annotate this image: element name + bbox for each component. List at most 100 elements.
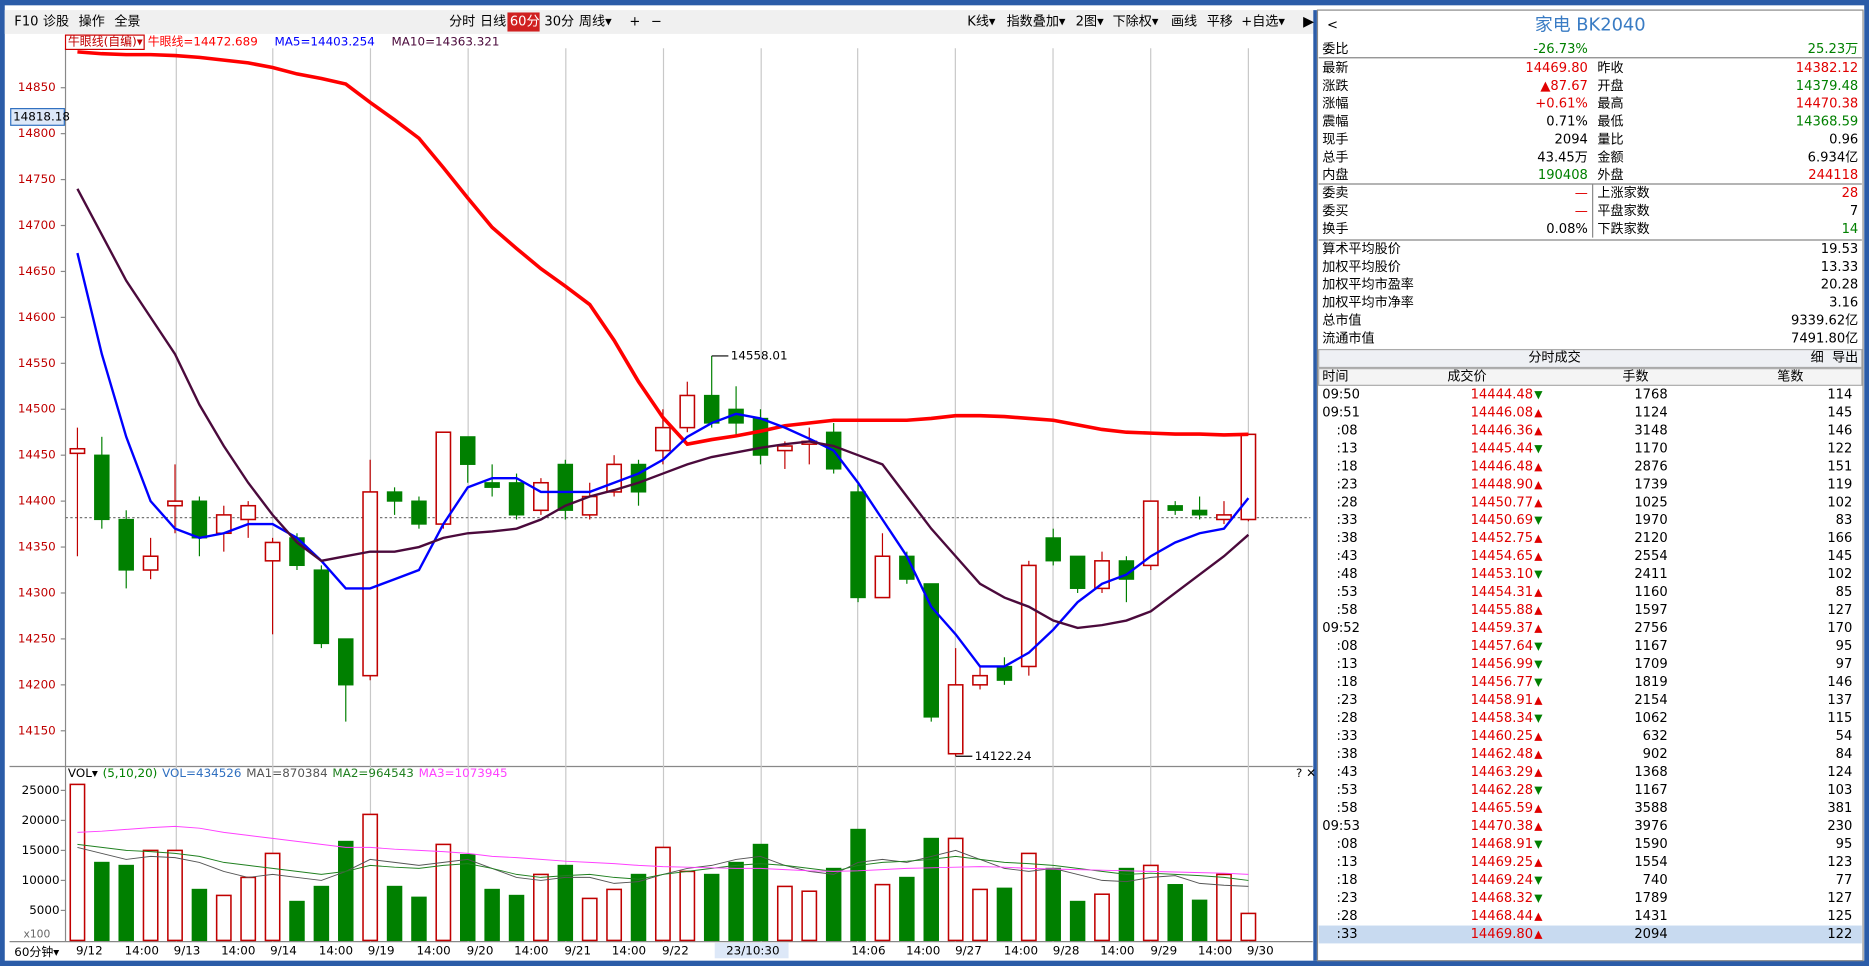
volume-bar	[362, 813, 379, 942]
volume-bar	[728, 861, 744, 942]
tick-volume: 2554	[1634, 549, 1667, 564]
tick-count: 97	[1836, 657, 1853, 672]
period-button[interactable]: 日线	[480, 14, 506, 30]
candle-body	[1240, 433, 1257, 521]
toolbar-button[interactable]: +自选▾	[1241, 14, 1285, 30]
quote-value: 7	[1850, 204, 1858, 219]
volume-bar	[1191, 899, 1208, 942]
nav-arrow[interactable]: <	[1327, 18, 1338, 33]
volume-legend: MA2=964543	[332, 766, 413, 780]
tick-arrow: ▲	[1534, 730, 1543, 743]
tick-time: :08	[1337, 639, 1358, 654]
toolbar-button[interactable]: 全景	[114, 13, 140, 30]
candle-body	[1142, 500, 1159, 567]
x-tick-label: 9/12	[76, 944, 103, 958]
tick-volume: 1554	[1634, 855, 1667, 870]
volume-bar	[1167, 884, 1183, 942]
toolbar-button[interactable]: 2图▾	[1076, 15, 1104, 30]
period-label[interactable]: 60分钟▾	[14, 945, 59, 959]
toolbar-button[interactable]: 平移	[1207, 14, 1233, 30]
zoom-button[interactable]: −	[651, 15, 662, 30]
crosshair-label: 14818.18	[13, 109, 70, 123]
quote-label: 金额	[1597, 149, 1623, 165]
candle-body	[1069, 555, 1086, 589]
stat-value: 19.53	[1821, 242, 1859, 257]
volume-legend[interactable]: VOL▾	[68, 766, 98, 780]
volume-bar	[801, 890, 818, 942]
quote-label: 内盘	[1322, 166, 1348, 183]
tick-count: 127	[1827, 891, 1852, 906]
tick-volume: 1160	[1634, 585, 1667, 600]
tick-time: :53	[1337, 585, 1358, 600]
tick-price: 14455.88	[1471, 603, 1533, 618]
y-tick-label: 14600	[18, 310, 56, 324]
pane-close[interactable]: ? ✕	[1296, 766, 1316, 780]
quote-title: 家电 BK2040	[1535, 15, 1646, 36]
candle-body	[118, 518, 134, 571]
toolbar-button[interactable]: 画线	[1171, 14, 1197, 30]
tick-count: 85	[1836, 585, 1853, 600]
x-tick-label: 14:00	[906, 944, 940, 958]
quote-label: 总手	[1322, 149, 1348, 165]
x-tick-label: 9/27	[955, 944, 982, 958]
candle-body	[557, 463, 574, 511]
toolbar-button[interactable]: 诊股	[43, 14, 69, 30]
tick-arrow: ▲	[1534, 820, 1543, 833]
x-tick-label: 14:00	[612, 944, 646, 958]
tick-count: 84	[1836, 747, 1853, 762]
quote-value: +0.61%	[1535, 97, 1588, 112]
toolbar-button[interactable]: F10	[14, 15, 38, 30]
selected-row[interactable]	[1318, 925, 1862, 944]
period-button[interactable]: 60分	[510, 14, 540, 30]
volume-bar	[1045, 867, 1061, 942]
panel-toggle[interactable]: ▶	[1303, 14, 1314, 30]
x-tick-label: 14:00	[1198, 944, 1232, 958]
zoom-button[interactable]: +	[629, 15, 640, 30]
volume-bar	[191, 888, 208, 942]
candle-body	[191, 500, 208, 539]
quote-value: 0.71%	[1546, 115, 1588, 130]
candle-body	[460, 436, 476, 465]
toolbar	[4, 10, 1316, 34]
tick-price: 14450.69	[1471, 513, 1533, 528]
toolbar-button[interactable]: K线▾	[967, 14, 996, 30]
period-button[interactable]: 30分	[544, 14, 574, 30]
indicator-name[interactable]: 牛眼线(自编)▾	[68, 35, 143, 49]
column-header: 时间	[1322, 368, 1348, 384]
stat-label: 加权平均市盈率	[1322, 276, 1414, 293]
toolbar-button[interactable]: 下除权▾	[1113, 13, 1159, 30]
volume-bar	[679, 870, 696, 942]
stat-value: 7491.80亿	[1791, 330, 1858, 346]
volume-bar	[923, 837, 939, 942]
tick-price: 14470.38	[1471, 819, 1533, 834]
active-period	[507, 12, 540, 32]
volume-bar	[654, 846, 671, 942]
candle-body	[94, 454, 110, 521]
stat-value: 9339.62亿	[1791, 312, 1858, 328]
volume-legend: MA3=1073945	[419, 766, 508, 780]
tick-time: :53	[1337, 783, 1358, 798]
toolbar-button[interactable]: 指数叠加▾	[1007, 14, 1066, 30]
candle-body	[362, 491, 379, 677]
toolbar-button[interactable]: 操作	[79, 14, 105, 30]
tick-price: 14460.25	[1471, 729, 1533, 744]
ticks-button[interactable]: 细	[1811, 349, 1824, 365]
tick-price: 14452.75	[1471, 531, 1533, 546]
tick-volume: 1597	[1634, 603, 1667, 618]
tick-count: 95	[1836, 639, 1853, 654]
period-button[interactable]: 周线▾	[579, 14, 612, 30]
volume-bar	[1118, 867, 1135, 942]
volume-bar	[825, 867, 842, 942]
quote-label: 涨跌	[1322, 78, 1348, 94]
quote-label: 换手	[1322, 221, 1348, 237]
tick-time: :48	[1337, 567, 1358, 582]
tick-time: :28	[1337, 711, 1358, 726]
tick-arrow: ▲	[1534, 694, 1543, 707]
period-button[interactable]: 分时	[449, 14, 475, 30]
ticks-button[interactable]: 导出	[1832, 349, 1858, 365]
x-tick-label: 9/22	[662, 944, 689, 958]
candle-body	[1020, 564, 1037, 668]
y-tick-label: 14850	[18, 80, 56, 94]
quote-label: 最新	[1322, 60, 1348, 76]
